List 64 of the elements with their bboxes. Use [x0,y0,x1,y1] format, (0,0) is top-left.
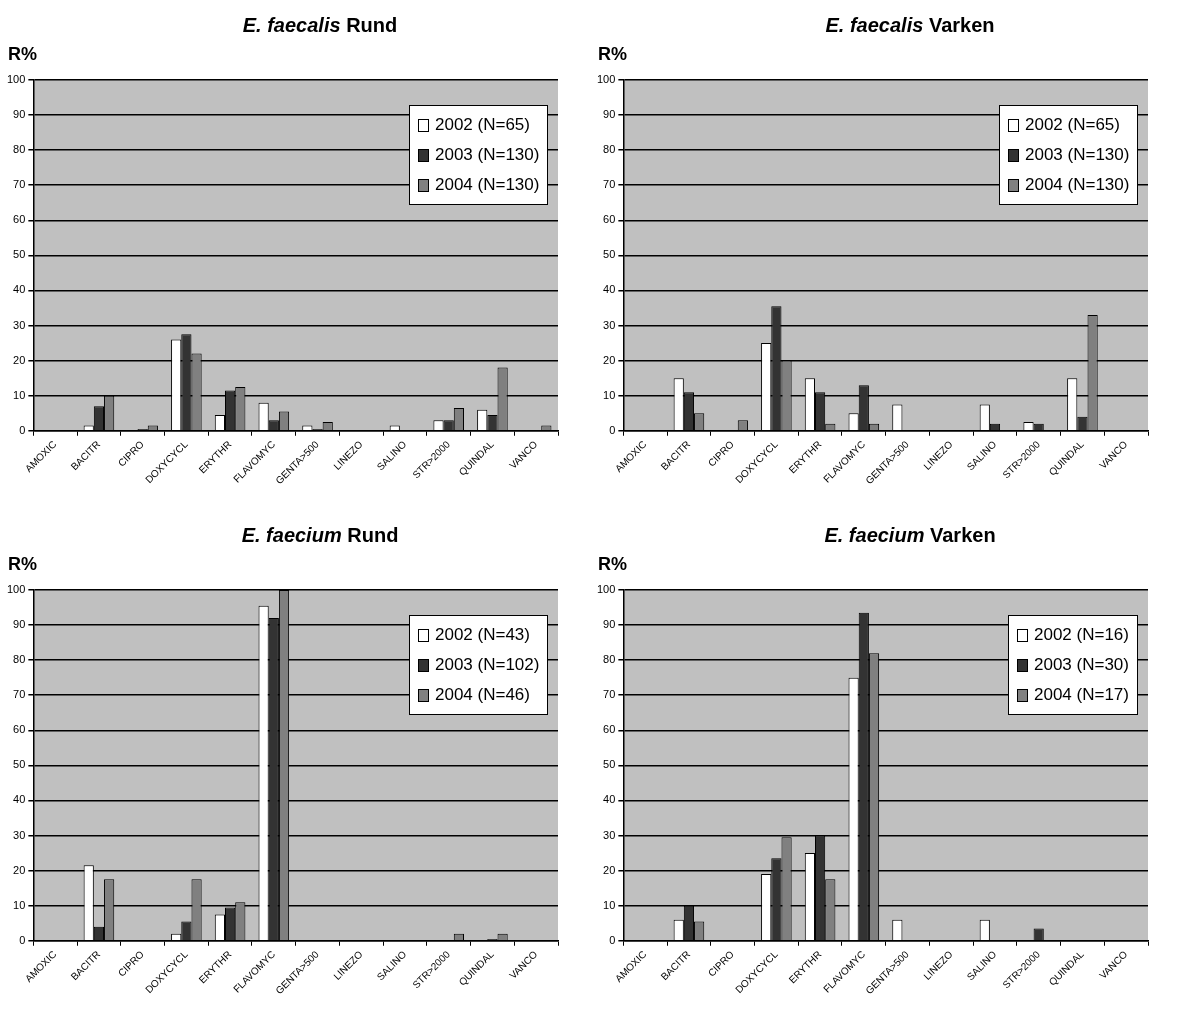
y-tick-label: 20 [603,353,616,366]
y-tick-label: 80 [603,143,616,156]
y-tick-label: 10 [13,898,26,911]
y-tick-label: 0 [609,423,616,436]
chart-title: E. faecium Varken [824,524,996,546]
legend-label: 2004 (N=130) [435,174,540,196]
y-tick-label: 30 [603,828,616,841]
legend-label: 2004 (N=130) [1025,174,1130,196]
y-tick-label: 50 [603,758,616,771]
y-tick-label: 40 [603,793,616,806]
chart-title: E. faecium Rund [241,524,399,546]
y-tick-label: 100 [596,73,616,86]
y-tick-label: 0 [609,933,616,946]
y-tick-label: 60 [603,213,616,226]
legend-label: 2002 (N=16) [1034,624,1129,646]
y-tick-label: 60 [603,723,616,736]
y-tick-label: 40 [13,793,26,806]
y-axis-title: R% [8,554,38,575]
legend-label: 2003 (N=130) [435,144,540,166]
y-tick-label: 10 [603,388,616,401]
y-tick-label: 100 [6,583,26,596]
y-tick-label: 80 [13,653,26,666]
y-tick-label: 90 [603,618,616,631]
legend-label: 2003 (N=102) [435,654,540,676]
y-tick-label: 70 [603,688,616,701]
y-tick-label: 90 [603,108,616,121]
y-tick-label: 40 [13,283,26,296]
legend-label: 2003 (N=30) [1034,654,1129,676]
y-tick-label: 40 [603,283,616,296]
y-tick-label: 10 [603,898,616,911]
y-tick-label: 70 [603,178,616,191]
y-tick-label: 80 [603,653,616,666]
y-tick-label: 30 [603,318,616,331]
y-tick-label: 50 [13,758,26,771]
y-tick-label: 90 [13,108,26,121]
legend-label: 2004 (N=17) [1034,684,1129,706]
y-tick-label: 50 [13,248,26,261]
y-tick-label: 0 [19,933,26,946]
y-tick-label: 10 [13,388,26,401]
y-tick-label: 70 [13,178,26,191]
y-tick-label: 90 [13,618,26,631]
y-tick-label: 30 [13,828,26,841]
legend-label: 2003 (N=130) [1025,144,1130,166]
y-tick-label: 60 [13,723,26,736]
y-tick-label: 20 [13,353,26,366]
y-axis-title: R% [598,554,628,575]
y-axis-title: R% [8,44,38,65]
legend-label: 2002 (N=65) [1025,114,1120,136]
y-tick-label: 60 [13,213,26,226]
y-tick-label: 100 [6,73,26,86]
y-tick-label: 0 [19,423,26,436]
y-tick-label: 80 [13,143,26,156]
legend-label: 2004 (N=46) [435,684,530,706]
y-tick-label: 100 [596,583,616,596]
y-tick-label: 30 [13,318,26,331]
chart-title: E. faecalis Rund [242,14,398,36]
y-tick-label: 20 [603,863,616,876]
legend-label: 2002 (N=65) [435,114,530,136]
y-tick-label: 70 [13,688,26,701]
chart-title: E. faecalis Varken [825,14,995,36]
y-tick-label: 50 [603,248,616,261]
y-tick-label: 20 [13,863,26,876]
legend-label: 2002 (N=43) [435,624,530,646]
y-axis-title: R% [598,44,628,65]
